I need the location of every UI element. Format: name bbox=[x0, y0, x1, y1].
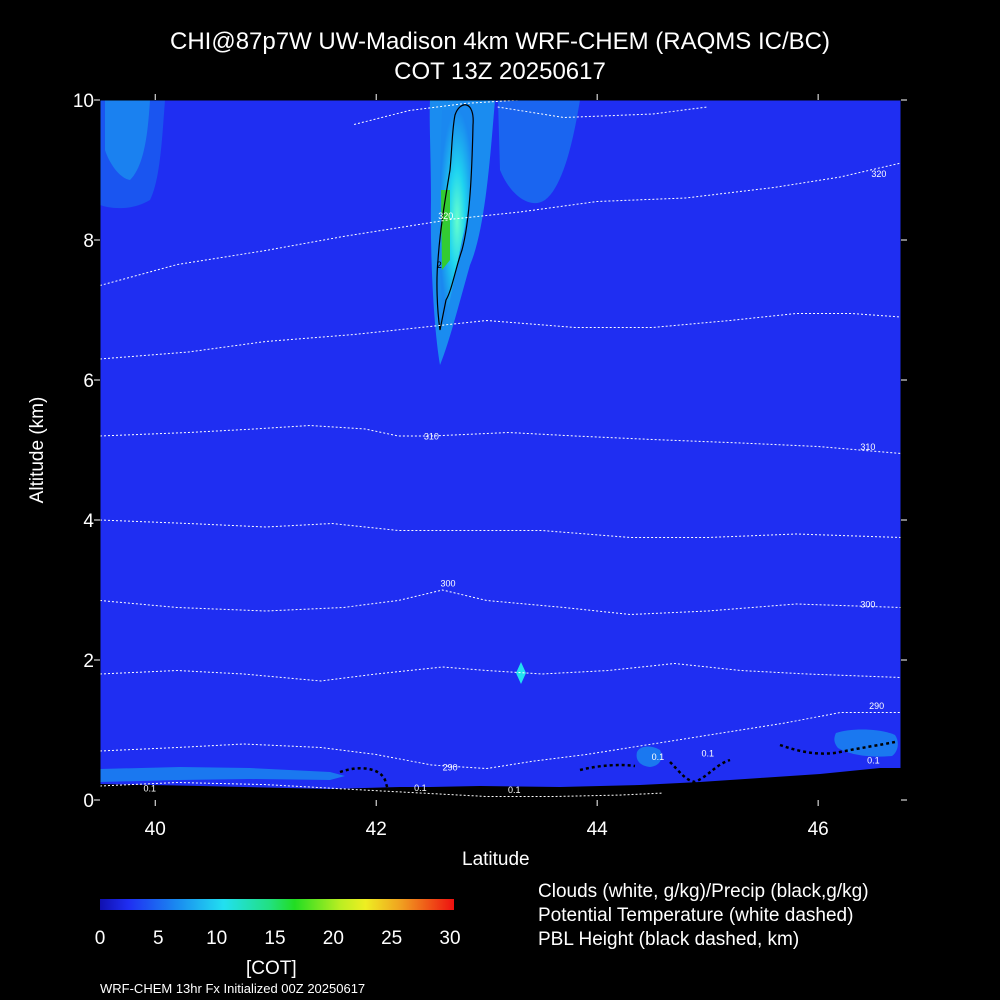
chart-title: CHI@87p7W UW-Madison 4km WRF-CHEM (RAQMS… bbox=[170, 28, 830, 55]
cloud-column-right bbox=[498, 100, 580, 204]
terrain bbox=[100, 768, 901, 800]
cloud-feature-small bbox=[516, 662, 526, 684]
pbl-cloud-mid bbox=[636, 746, 662, 767]
pbl-cloud-right bbox=[834, 729, 898, 757]
legend-potential-temperature: Potential Temperature (white dashed) bbox=[538, 905, 854, 926]
legend-clouds: Clouds (white, g/kg)/Precip (black,g/kg) bbox=[538, 881, 869, 902]
cloud-features: 320 320 310 310 300 300 290 290 0.1 0.1 0.1 0.1 0.1 0… bbox=[100, 100, 901, 800]
x-axis-ticks: 40 42 44 46 bbox=[145, 94, 829, 840]
contour-label-2: 310 bbox=[424, 432, 439, 442]
colorbar-tick-0: 0 bbox=[94, 928, 106, 949]
theta-contour-4 bbox=[100, 424, 901, 454]
theta-contour-1 bbox=[353, 100, 520, 125]
plot-frame bbox=[99, 99, 902, 801]
footer-note: WRF-CHEM 13hr Fx Initialized 00Z 2025061… bbox=[100, 981, 366, 996]
contour-label-6: 290 bbox=[869, 701, 884, 711]
contour-label-8: 0.1 bbox=[143, 784, 156, 794]
x-axis-label: Latitude bbox=[462, 849, 530, 870]
colorbar-tick-5: 25 bbox=[381, 928, 403, 949]
colorbar bbox=[100, 899, 454, 910]
theta-contour-labels: 320 320 310 310 300 300 290 290 0.1 0.1 0.1 0.1 0.1 0… bbox=[143, 169, 886, 795]
contour-label-0: 320 bbox=[871, 169, 886, 179]
theta-contour-2 bbox=[497, 106, 708, 119]
x-tick-label-1: 42 bbox=[366, 819, 387, 840]
contour-label-12: 0.1 bbox=[701, 749, 714, 759]
y-tick-label-5: 10 bbox=[73, 91, 94, 112]
contour-label-1: 320 bbox=[438, 211, 453, 221]
x-tick-label-2: 44 bbox=[587, 819, 609, 840]
chart-subtitle: COT 13Z 20250617 bbox=[394, 58, 606, 85]
theta-contours bbox=[100, 100, 901, 797]
theta-contour-3 bbox=[100, 313, 901, 360]
contour-label-4: 300 bbox=[440, 579, 455, 589]
contour-label-14: 2 bbox=[437, 260, 442, 270]
pbl-cloud-left bbox=[100, 767, 345, 782]
theta-contour-0 bbox=[100, 162, 901, 286]
colorbar-tick-6: 30 bbox=[439, 928, 461, 949]
colorbar-label: [COT] bbox=[246, 958, 297, 979]
theta-contour-7 bbox=[100, 662, 901, 682]
y-tick-label-0: 0 bbox=[83, 791, 94, 812]
contour-label-5: 300 bbox=[860, 600, 875, 610]
theta-contour-8 bbox=[100, 712, 901, 770]
y-tick-label-1: 2 bbox=[83, 651, 94, 672]
contour-label-7: 290 bbox=[443, 763, 458, 773]
y-tick-label-2: 4 bbox=[83, 511, 94, 532]
legend-pbl-height: PBL Height (black dashed, km) bbox=[538, 929, 800, 950]
contour-label-3: 310 bbox=[860, 442, 875, 452]
cloud-column-left-core bbox=[105, 100, 150, 180]
contour-label-10: 0.1 bbox=[508, 785, 521, 795]
x-tick-label-0: 40 bbox=[145, 819, 166, 840]
y-axis-ticks: 0 2 4 6 8 10 bbox=[73, 91, 907, 812]
contour-label-9: 0.1 bbox=[414, 783, 427, 793]
y-axis-label: Altitude (km) bbox=[27, 396, 48, 504]
contour-label-13: 0.1 bbox=[867, 756, 880, 766]
x-tick-label-3: 46 bbox=[808, 819, 829, 840]
y-tick-label-4: 8 bbox=[83, 231, 94, 252]
y-tick-label-3: 6 bbox=[83, 371, 94, 392]
precip-contour bbox=[436, 104, 474, 331]
colorbar-tick-4: 20 bbox=[322, 928, 344, 949]
colorbar-tick-1: 5 bbox=[153, 928, 164, 949]
theta-contour-9 bbox=[100, 781, 664, 797]
contour-label-11: 0.1 bbox=[652, 752, 665, 762]
cot-field bbox=[100, 100, 901, 800]
pbl-height-line bbox=[339, 740, 896, 791]
colorbar-tick-2: 10 bbox=[206, 928, 228, 949]
cloud-plume-core bbox=[439, 110, 475, 330]
theta-contour-5 bbox=[100, 519, 901, 538]
colorbar-tick-3: 15 bbox=[264, 928, 286, 949]
